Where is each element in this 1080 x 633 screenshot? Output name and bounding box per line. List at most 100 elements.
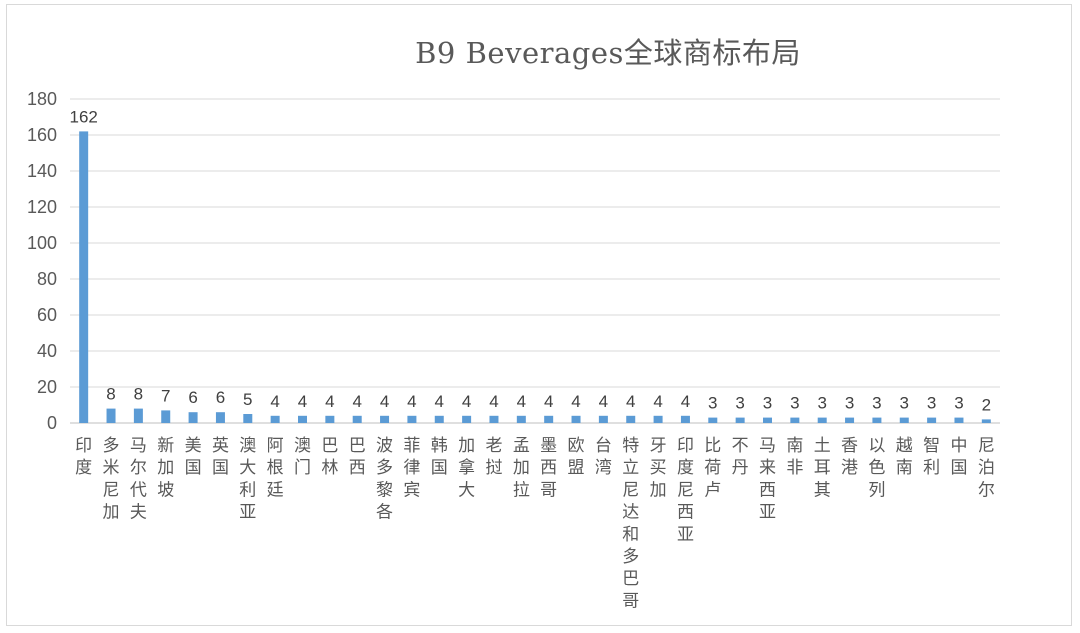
- data-label: 4: [599, 392, 608, 411]
- category-label: 土耳其: [814, 436, 831, 500]
- data-label: 4: [571, 392, 580, 411]
- data-label: 3: [817, 394, 826, 413]
- bar: [106, 408, 116, 423]
- category-label: 新加坡: [157, 436, 174, 500]
- data-label: 4: [653, 392, 662, 411]
- data-label: 4: [489, 392, 498, 411]
- bar: [735, 417, 745, 423]
- category-label: 中国: [950, 436, 967, 478]
- data-label: 3: [900, 394, 909, 413]
- data-label: 4: [380, 392, 389, 411]
- bar: [954, 417, 964, 423]
- bar: [462, 415, 472, 423]
- y-tick-label: 160: [27, 125, 57, 145]
- category-labels: 印度多米尼加马尔代夫新加坡美国英国澳大利亚阿根廷澳门巴林巴西波多黎各菲律宾韩国加…: [75, 436, 995, 611]
- category-label: 马尔代夫: [130, 436, 147, 523]
- data-label: 4: [544, 392, 553, 411]
- category-label: 多米尼加: [103, 436, 120, 523]
- category-label: 不丹: [732, 436, 749, 478]
- bar: [927, 417, 937, 423]
- bar: [571, 415, 581, 423]
- bar: [653, 415, 663, 423]
- category-label: 老挝: [485, 436, 502, 478]
- category-label: 印度: [75, 436, 92, 478]
- bars: [79, 131, 991, 423]
- category-label: 韩国: [431, 436, 448, 478]
- data-label: 8: [106, 385, 115, 404]
- bar: [79, 131, 89, 423]
- category-label: 巴林: [321, 436, 338, 478]
- data-label: 4: [298, 392, 307, 411]
- data-label: 4: [517, 392, 526, 411]
- data-label: 3: [790, 394, 799, 413]
- bar: [407, 415, 417, 423]
- category-label: 英国: [212, 436, 229, 478]
- data-label: 3: [845, 394, 854, 413]
- y-tick-label: 80: [37, 269, 57, 289]
- category-label: 阿根廷: [267, 436, 284, 500]
- bar: [845, 417, 855, 423]
- bar: [161, 410, 171, 423]
- bar: [516, 415, 526, 423]
- bar: [763, 417, 772, 423]
- data-label: 6: [216, 388, 225, 407]
- data-label: 3: [763, 394, 772, 413]
- data-label: 4: [681, 392, 690, 411]
- data-label: 4: [626, 392, 635, 411]
- bar: [899, 417, 909, 423]
- bar: [243, 414, 253, 423]
- data-label: 3: [954, 394, 963, 413]
- data-label: 4: [325, 392, 334, 411]
- category-label: 澳门: [294, 436, 311, 478]
- data-label: 4: [352, 392, 361, 411]
- category-label: 加拿大: [458, 436, 475, 500]
- category-label: 波多黎各: [376, 436, 393, 523]
- y-tick-label: 180: [27, 89, 57, 109]
- y-axis-ticks: 0 20 40 60 80 100 120 140 160 180: [27, 89, 57, 433]
- bar: [981, 419, 991, 423]
- data-label: 4: [407, 392, 416, 411]
- y-tick-label: 100: [27, 233, 57, 253]
- bar: [817, 417, 827, 423]
- data-label: 4: [435, 392, 444, 411]
- y-tick-label: 140: [27, 161, 57, 181]
- category-label: 马来西亚: [759, 436, 776, 523]
- category-label: 香港: [841, 436, 858, 478]
- chart-title: B9 Beverages全球商标布局: [415, 36, 801, 70]
- data-label: 5: [243, 390, 252, 409]
- category-label: 比荷卢: [704, 436, 721, 500]
- category-label: 越南: [896, 436, 913, 478]
- bar: [434, 415, 444, 423]
- category-label: 台湾: [595, 436, 612, 478]
- y-tick-label: 60: [37, 305, 57, 325]
- data-label: 162: [69, 107, 97, 126]
- bar: [790, 417, 800, 423]
- bar: [270, 415, 280, 423]
- data-label: 8: [134, 385, 143, 404]
- y-tick-label: 0: [47, 413, 57, 433]
- bar: [380, 415, 390, 423]
- bar: [133, 408, 143, 423]
- bar: [188, 412, 198, 423]
- y-tick-label: 40: [37, 341, 57, 361]
- bar: [872, 417, 882, 423]
- data-label: 4: [462, 392, 471, 411]
- bar: [489, 415, 499, 423]
- category-label: 墨西哥: [540, 436, 557, 500]
- data-label: 3: [735, 394, 744, 413]
- data-label: 2: [982, 395, 991, 414]
- gridlines: [70, 98, 1000, 424]
- category-label: 牙买加: [650, 436, 667, 500]
- category-label: 美国: [185, 436, 202, 478]
- category-label: 南非: [786, 436, 803, 478]
- y-tick-label: 20: [37, 377, 57, 397]
- y-tick-label: 120: [27, 197, 57, 217]
- data-label: 4: [270, 392, 279, 411]
- category-label: 尼泊尔: [978, 436, 995, 500]
- data-label: 7: [161, 386, 170, 405]
- data-label: 6: [188, 388, 197, 407]
- bar: [544, 415, 554, 423]
- category-label: 以色列: [868, 436, 885, 500]
